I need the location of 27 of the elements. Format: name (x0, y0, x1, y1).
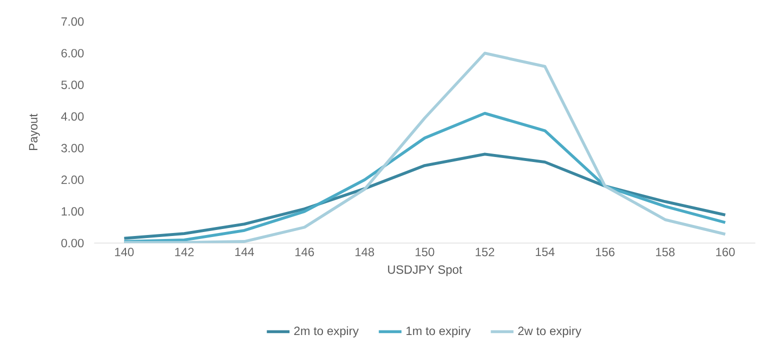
y-tick-label: 0.00 (61, 238, 84, 248)
x-tick-label: 150 (416, 248, 434, 256)
x-tick-label: 146 (295, 248, 314, 256)
x-tick-label: 142 (175, 248, 194, 256)
x-tick-label: 144 (235, 248, 254, 256)
line-series (122, 52, 727, 244)
y-tick-label: 7.00 (61, 17, 84, 26)
x-tick-label: 156 (596, 248, 614, 256)
x-tick-label: 160 (716, 248, 735, 256)
x-tick-label: 148 (356, 248, 374, 256)
legend-label: 2w to expiry (518, 326, 582, 338)
legend-label: 1m to expiry (406, 326, 471, 338)
y-tick-label: 6.00 (61, 49, 84, 58)
line-series (122, 152, 727, 240)
x-tick-label: 158 (656, 248, 675, 256)
legend-label: 2m to expiry (294, 326, 359, 338)
y-tick-label: 4.00 (61, 112, 84, 121)
y-tick-label: 3.00 (61, 144, 84, 152)
x-tick-label: 140 (115, 248, 134, 256)
x-tick-label: 154 (536, 248, 555, 256)
y-axis-title: Payout (29, 114, 40, 150)
y-tick-label: 5.00 (61, 80, 84, 90)
x-tick-label: 152 (476, 248, 494, 256)
y-tick-label: 1.00 (62, 207, 84, 216)
y-tick-label: 2.00 (61, 176, 84, 184)
line-series (122, 112, 727, 243)
x-axis-title: USDJPY Spot (388, 265, 462, 276)
